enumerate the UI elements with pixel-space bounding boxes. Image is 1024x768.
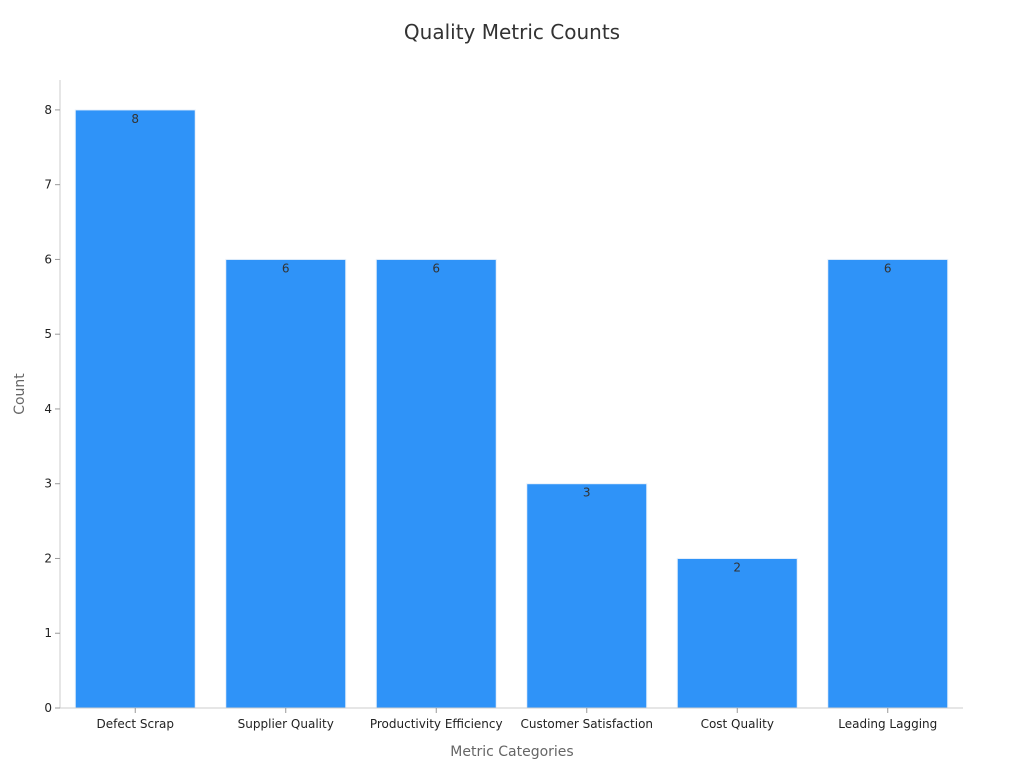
y-tick-label: 6 [44, 252, 52, 266]
data-label: 3 [583, 486, 591, 500]
bar-customer-satisfaction [526, 483, 648, 709]
x-tick-label: Supplier Quality [238, 717, 334, 731]
y-tick-label: 3 [44, 477, 52, 491]
x-tick-label: Productivity Efficiency [370, 717, 503, 731]
y-tick-label: 8 [44, 103, 52, 117]
x-tick-label: Leading Lagging [838, 717, 937, 731]
x-tick-label: Customer Satisfaction [520, 717, 653, 731]
data-label: 8 [131, 112, 139, 126]
x-axis: Defect Scrap Supplier Quality Productivity… [60, 707, 963, 731]
data-label: 6 [432, 261, 440, 275]
chart-title: Quality Metric Counts [404, 20, 620, 44]
bar-defect-scrap [74, 109, 196, 709]
y-tick-label: 4 [44, 402, 52, 416]
x-axis-label: Metric Categories [450, 744, 573, 760]
data-label: 2 [733, 560, 741, 574]
data-label: 6 [884, 261, 892, 275]
y-tick-label: 0 [44, 701, 52, 715]
bars-group [74, 109, 949, 709]
bar-supplier-quality [225, 258, 347, 709]
y-axis-label: Count [12, 373, 28, 415]
bar-productivity-efficiency [375, 258, 497, 709]
data-labels-group: 8 6 6 3 2 6 [131, 112, 891, 575]
y-tick-label: 5 [44, 327, 52, 341]
bar-leading-lagging [827, 258, 949, 709]
y-tick-label: 2 [44, 551, 52, 565]
y-tick-label: 7 [44, 178, 52, 192]
bar-cost-quality [676, 557, 798, 709]
x-tick-label: Cost Quality [701, 717, 774, 731]
x-tick-label: Defect Scrap [97, 717, 174, 731]
y-tick-label: 1 [44, 626, 52, 640]
data-label: 6 [282, 261, 290, 275]
y-axis: 0 1 2 3 4 5 6 7 8 [44, 80, 61, 715]
